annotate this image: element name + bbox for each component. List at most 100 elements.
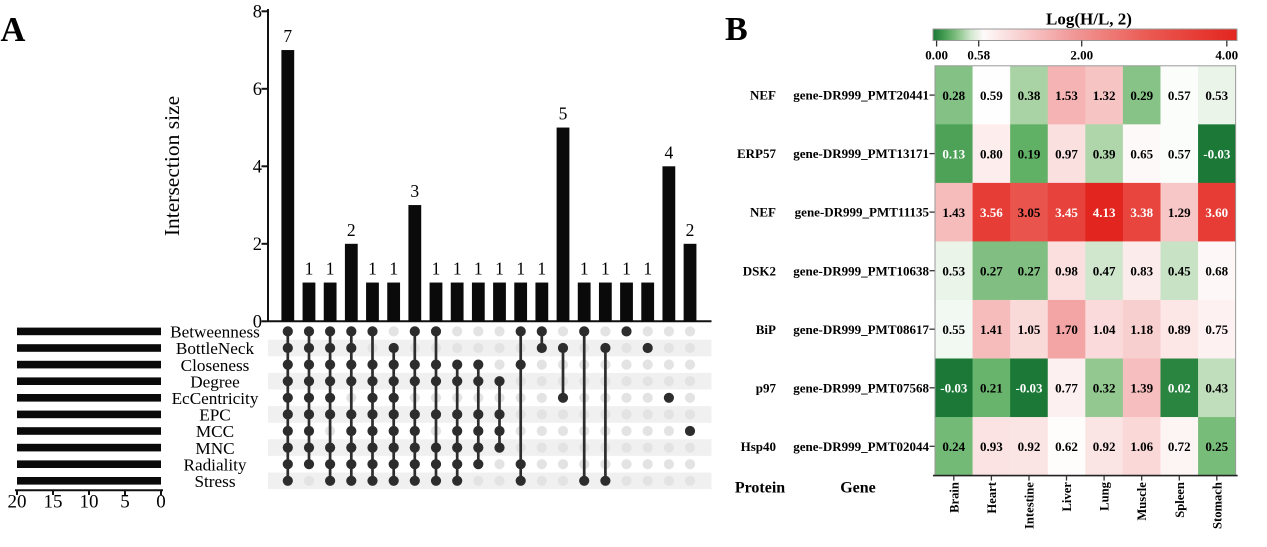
svg-text:3.05: 3.05 — [1018, 205, 1041, 220]
svg-text:0.83: 0.83 — [1130, 264, 1153, 279]
svg-text:5: 5 — [559, 104, 568, 124]
svg-text:1.53: 1.53 — [1055, 88, 1078, 103]
svg-text:0.92: 0.92 — [1093, 439, 1116, 454]
svg-text:1.43: 1.43 — [942, 205, 965, 220]
svg-text:1: 1 — [537, 259, 546, 279]
svg-text:-0.03: -0.03 — [1015, 381, 1043, 396]
svg-text:3.45: 3.45 — [1055, 205, 1078, 220]
svg-text:3.60: 3.60 — [1205, 205, 1228, 220]
svg-text:gene-DR999_PMT20441: gene-DR999_PMT20441 — [793, 88, 929, 103]
svg-text:15: 15 — [44, 492, 63, 513]
svg-text:4: 4 — [665, 142, 674, 162]
svg-text:2: 2 — [253, 235, 262, 255]
svg-text:gene-DR999_PMT11135: gene-DR999_PMT11135 — [795, 205, 930, 220]
svg-text:0: 0 — [156, 492, 166, 513]
svg-text:0.27: 0.27 — [1018, 264, 1041, 279]
svg-text:Gene: Gene — [840, 480, 876, 497]
svg-text:DSK2: DSK2 — [743, 263, 776, 278]
svg-text:0.55: 0.55 — [942, 322, 965, 337]
svg-text:0.53: 0.53 — [942, 264, 965, 279]
svg-text:p97: p97 — [756, 380, 777, 395]
svg-text:1: 1 — [432, 259, 441, 279]
svg-text:Protein: Protein — [735, 480, 785, 497]
svg-text:BiP: BiP — [756, 322, 776, 337]
svg-text:1.39: 1.39 — [1130, 381, 1153, 396]
svg-text:20: 20 — [8, 492, 27, 513]
svg-text:1.06: 1.06 — [1130, 439, 1153, 454]
svg-text:MCC: MCC — [196, 422, 234, 441]
svg-text:0.47: 0.47 — [1093, 264, 1116, 279]
svg-text:A: A — [1, 11, 26, 49]
svg-text:0.28: 0.28 — [942, 88, 965, 103]
svg-text:0.75: 0.75 — [1205, 322, 1228, 337]
svg-text:B: B — [725, 11, 748, 48]
svg-text:Muscle: Muscle — [1135, 482, 1149, 521]
svg-text:EPC: EPC — [199, 406, 231, 425]
svg-text:1: 1 — [453, 259, 462, 279]
svg-text:0.27: 0.27 — [980, 264, 1003, 279]
svg-text:NEF: NEF — [750, 205, 776, 220]
svg-text:1: 1 — [601, 259, 610, 279]
svg-text:1: 1 — [368, 259, 377, 279]
svg-text:0.57: 0.57 — [1168, 88, 1191, 103]
svg-text:0.57: 0.57 — [1168, 146, 1191, 161]
svg-text:1: 1 — [305, 259, 314, 279]
svg-text:1: 1 — [474, 259, 483, 279]
svg-text:3: 3 — [410, 181, 419, 201]
svg-text:gene-DR999_PMT13171: gene-DR999_PMT13171 — [793, 146, 929, 161]
svg-text:0.19: 0.19 — [1018, 146, 1041, 161]
svg-text:1: 1 — [580, 259, 589, 279]
svg-text:0.65: 0.65 — [1130, 146, 1153, 161]
svg-text:1.41: 1.41 — [980, 322, 1003, 337]
svg-text:4.00: 4.00 — [1215, 48, 1238, 63]
svg-text:1: 1 — [389, 259, 398, 279]
svg-text:0.80: 0.80 — [980, 146, 1003, 161]
svg-text:0.59: 0.59 — [980, 88, 1003, 103]
svg-text:1.18: 1.18 — [1130, 322, 1153, 337]
svg-text:Liver: Liver — [1060, 482, 1074, 512]
svg-text:1.29: 1.29 — [1168, 205, 1191, 220]
svg-text:0.68: 0.68 — [1205, 264, 1228, 279]
svg-text:2: 2 — [686, 220, 695, 240]
svg-text:0.58: 0.58 — [967, 48, 990, 63]
svg-text:gene-DR999_PMT10638: gene-DR999_PMT10638 — [793, 263, 929, 278]
svg-text:-0.03: -0.03 — [1203, 146, 1231, 161]
svg-text:1: 1 — [326, 259, 335, 279]
svg-text:1: 1 — [495, 259, 504, 279]
svg-text:Betweenness: Betweenness — [170, 323, 260, 342]
svg-text:3.56: 3.56 — [980, 205, 1003, 220]
svg-text:Stress: Stress — [194, 472, 235, 491]
svg-text:EcCentricity: EcCentricity — [172, 389, 259, 408]
svg-text:0.29: 0.29 — [1130, 88, 1153, 103]
svg-text:-0.03: -0.03 — [940, 381, 968, 396]
svg-text:0.77: 0.77 — [1055, 381, 1078, 396]
svg-text:7: 7 — [283, 26, 292, 46]
svg-text:gene-DR999_PMT08617: gene-DR999_PMT08617 — [793, 322, 929, 337]
svg-text:gene-DR999_PMT07568: gene-DR999_PMT07568 — [793, 380, 929, 395]
svg-text:0.24: 0.24 — [942, 439, 965, 454]
svg-text:BottleNeck: BottleNeck — [176, 339, 255, 358]
svg-text:3.38: 3.38 — [1130, 205, 1153, 220]
svg-text:Spleen: Spleen — [1173, 482, 1187, 518]
svg-text:Degree: Degree — [190, 372, 240, 391]
svg-text:1.70: 1.70 — [1055, 322, 1078, 337]
svg-text:0.00: 0.00 — [925, 48, 948, 63]
svg-text:0.13: 0.13 — [942, 146, 965, 161]
svg-text:1.32: 1.32 — [1093, 88, 1116, 103]
svg-text:Log(H/L, 2): Log(H/L, 2) — [1046, 10, 1132, 29]
svg-text:0.45: 0.45 — [1168, 264, 1191, 279]
svg-text:0.92: 0.92 — [1018, 439, 1041, 454]
svg-text:0: 0 — [253, 313, 262, 333]
svg-text:2.00: 2.00 — [1070, 48, 1093, 63]
svg-text:2: 2 — [347, 220, 356, 240]
svg-text:NEF: NEF — [750, 88, 776, 103]
svg-text:0.38: 0.38 — [1018, 88, 1041, 103]
svg-text:0.72: 0.72 — [1168, 439, 1191, 454]
svg-text:0.21: 0.21 — [980, 381, 1003, 396]
svg-text:10: 10 — [80, 492, 99, 513]
svg-text:4: 4 — [253, 158, 262, 178]
svg-text:1: 1 — [516, 259, 525, 279]
svg-text:0.02: 0.02 — [1168, 381, 1191, 396]
svg-text:0.93: 0.93 — [980, 439, 1003, 454]
svg-text:Intestine: Intestine — [1023, 482, 1037, 529]
